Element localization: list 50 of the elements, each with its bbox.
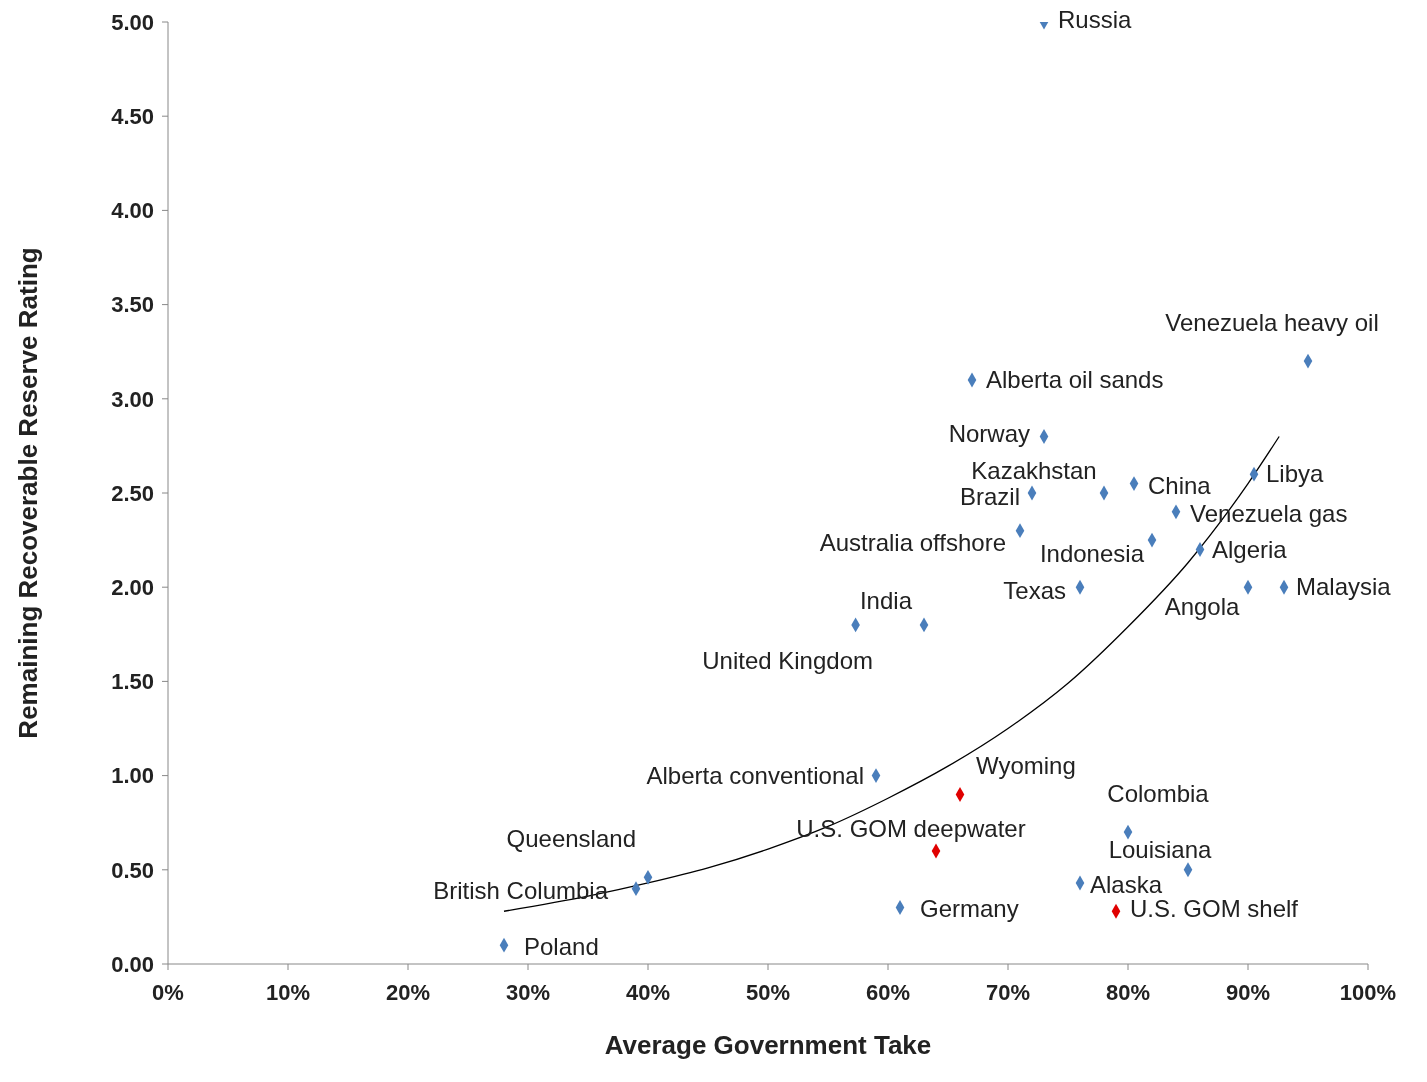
x-tick-label: 20% (385, 979, 431, 1005)
annotation: Kazakhstan (971, 457, 1097, 484)
y-tick-label: 1.50 (111, 669, 154, 695)
annotation: Australia offshore (819, 528, 1006, 556)
annotation: Libya (1266, 460, 1325, 488)
x-tick-label: 60% (865, 979, 911, 1005)
x-tick-label: 70% (985, 979, 1031, 1005)
annotation: United Kingdom (702, 646, 873, 674)
annotation: Alberta oil sands (986, 365, 1164, 393)
x-tick-label: 50% (745, 979, 791, 1005)
annotation: Texas (1003, 577, 1066, 605)
annotation: Brazil (959, 483, 1020, 510)
annotation: Malaysia (1296, 573, 1392, 601)
x-tick-label: 80% (1105, 979, 1151, 1005)
x-tick-label: 40% (625, 979, 671, 1005)
y-tick-label: 3.00 (111, 386, 154, 412)
y-tick-label: 2.50 (111, 480, 154, 506)
y-tick-label: 2.00 (111, 575, 154, 601)
x-tick-label: 10% (265, 979, 311, 1005)
annotation: Colombia (1107, 780, 1210, 808)
y-tick-label: 4.50 (111, 104, 154, 130)
annotation: Queensland (506, 825, 636, 853)
y-tick-label: 0.00 (111, 951, 154, 977)
x-tick-label: 100% (1339, 979, 1397, 1005)
x-tick-label: 30% (505, 979, 551, 1005)
y-axis-title: Remaining Recoverable Reserve Rating (13, 247, 44, 739)
annotation: Louisiana (1108, 835, 1213, 863)
x-axis-title: Average Government Take (604, 1030, 932, 1060)
y-tick-label: 0.50 (111, 857, 154, 883)
annotation: British Columbia (433, 876, 609, 904)
annotation: Norway (948, 420, 1030, 448)
annotation: India (859, 586, 913, 614)
annotation: U.S. GOM shelf (1130, 895, 1299, 923)
y-tick-label: 5.00 (111, 9, 154, 35)
annotation: Venezuela heavy oil (1165, 309, 1379, 337)
annotation: Germany (920, 895, 1019, 923)
annotation: Poland (524, 933, 599, 961)
annotation: Alberta conventional (646, 761, 864, 789)
annotation: Angola (1164, 593, 1241, 621)
y-tick-label: 3.50 (111, 292, 154, 318)
y-tick-label: 4.00 (111, 198, 154, 224)
x-tick-label: 90% (1225, 979, 1271, 1005)
annotation: Wyoming (976, 752, 1076, 780)
annotation: Alaska (1090, 870, 1163, 898)
annotation: Russia (1058, 6, 1133, 33)
annotation: Algeria (1212, 535, 1288, 563)
annotation: China (1148, 471, 1212, 499)
x-tick-label: 0% (152, 979, 184, 1005)
annotation: Indonesia (1039, 540, 1145, 568)
y-tick-label: 1.00 (111, 763, 154, 789)
